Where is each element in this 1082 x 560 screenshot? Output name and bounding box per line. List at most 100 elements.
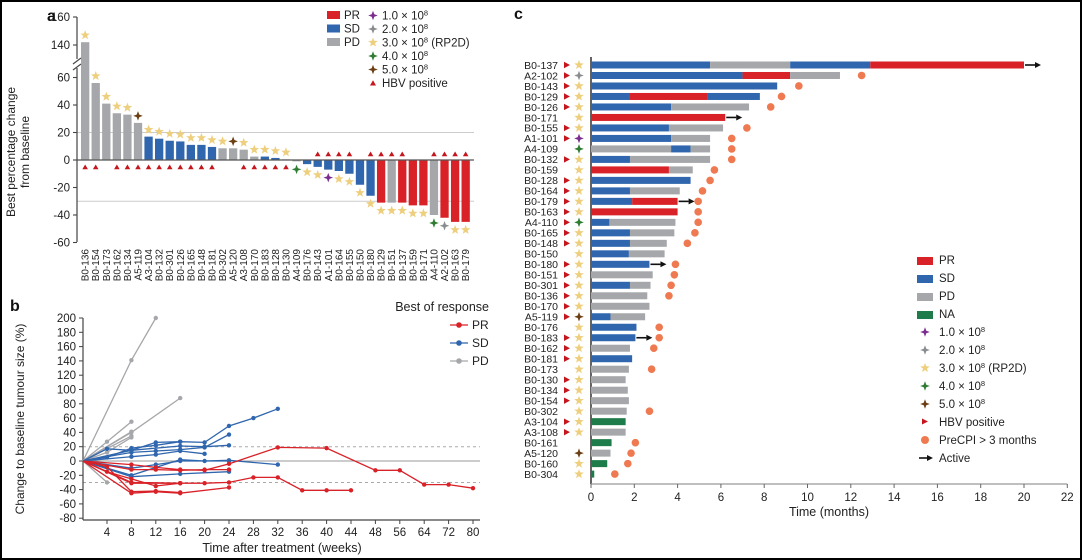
x-tick-label: 22 <box>1061 492 1074 504</box>
patient-label: B0-179 <box>524 196 558 208</box>
legend-label: HBV positive <box>382 78 448 90</box>
x-tick-label: 8 <box>761 492 767 504</box>
hbv-triangle-icon <box>564 428 570 436</box>
hbv-triangle-icon <box>177 164 184 170</box>
swimmer-bar-segment <box>591 92 630 100</box>
y-tick-label: 0 <box>64 155 70 167</box>
y-tick-label: -60 <box>59 499 76 511</box>
y-tick-label: -20 <box>59 470 76 482</box>
y-tick-label: 160 <box>51 12 70 24</box>
swimmer-bar-segment <box>591 218 610 226</box>
legend-label: 3.0 × 108 (RP2D) <box>939 361 1027 375</box>
y-tick-label: -80 <box>59 513 76 525</box>
dose-star-icon <box>574 122 584 132</box>
swimmer-bar-segment <box>591 313 611 321</box>
hbv-triangle-icon <box>564 229 570 237</box>
data-point <box>104 439 110 444</box>
dose-star-icon <box>207 134 217 144</box>
data-point <box>153 315 158 321</box>
x-tick-label: 10 <box>801 492 814 504</box>
x-tick-label: 72 <box>442 527 455 539</box>
swimmer-bar-segment <box>629 281 651 289</box>
waterfall-bar <box>302 160 312 165</box>
swimmer-bar-segment <box>591 281 630 289</box>
precpi-dot-icon <box>777 92 786 101</box>
waterfall-bar <box>387 160 396 203</box>
dose-star-icon <box>238 137 249 147</box>
dose-star-icon <box>574 395 584 405</box>
y-tick-label: 60 <box>57 73 70 85</box>
x-tick-label: 0 <box>588 492 594 504</box>
patient-label: B0-302 <box>218 249 229 282</box>
data-point <box>153 483 158 489</box>
waterfall-bar <box>154 138 164 160</box>
x-tick-label: 4 <box>674 492 681 504</box>
dose-star-icon <box>574 280 584 290</box>
patient-label: B0-154 <box>91 249 102 282</box>
legend-marker <box>456 322 462 328</box>
legend-label: PreCPI > 3 months <box>939 435 1037 447</box>
hbv-triangle-icon <box>346 151 353 157</box>
precpi-dot-icon <box>627 449 635 457</box>
hbv-triangle-icon <box>336 151 342 157</box>
precpi-dot-icon <box>743 124 751 132</box>
waterfall-bar <box>450 160 460 222</box>
hbv-triangle-icon <box>462 151 469 157</box>
hbv-triangle-icon <box>399 151 406 157</box>
hbv-triangle-icon <box>370 80 376 86</box>
patient-label: A3-104 <box>524 416 558 428</box>
patient-label: B0-128 <box>271 249 282 282</box>
hbv-triangle-icon <box>564 345 570 352</box>
x-tick-label: 12 <box>149 527 162 539</box>
patient-label: B0-160 <box>524 458 558 470</box>
patient-label: B0-163 <box>451 249 462 282</box>
x-tick-label: 44 <box>345 527 358 539</box>
dose-star-icon <box>574 81 584 90</box>
legend-swatch <box>917 311 933 319</box>
waterfall-bar <box>144 136 153 160</box>
x-tick-label: 8 <box>128 527 134 539</box>
hbv-triangle-icon <box>564 198 570 205</box>
legend-label: SD <box>344 24 360 36</box>
swimmer-bar-segment <box>632 197 678 205</box>
patient-label: B0-301 <box>165 249 176 282</box>
legend-swatch <box>917 275 933 283</box>
dose-star-icon <box>574 196 584 206</box>
dose-star-icon <box>574 60 584 69</box>
data-point <box>104 450 110 455</box>
hbv-triangle-icon <box>388 151 395 157</box>
dose-star-icon <box>355 187 365 197</box>
hbv-triangle-icon <box>922 418 928 425</box>
dose-star-icon <box>574 427 584 437</box>
panel-c-letter: c <box>514 6 523 23</box>
waterfall-bar <box>461 160 470 222</box>
hbv-triangle-icon <box>564 61 570 69</box>
y-tick-label: 80 <box>63 399 76 411</box>
dose-star-icon <box>368 37 378 47</box>
data-point <box>275 445 280 450</box>
data-point <box>202 467 207 472</box>
dose-star-icon <box>408 208 418 218</box>
data-point <box>202 444 207 449</box>
patient-label: A4-110 <box>525 217 558 229</box>
legend-label: PR <box>939 255 955 267</box>
precpi-dot-icon <box>683 239 692 248</box>
swimmer-bar-segment <box>591 229 630 237</box>
legend-label: HBV positive <box>939 417 1005 429</box>
waterfall-bar <box>165 140 174 160</box>
hbv-triangle-icon <box>124 164 131 170</box>
dose-star-icon <box>186 132 196 142</box>
legend-panel-b: Best of response PR SD PD <box>395 300 489 368</box>
y-tick-label: 140 <box>51 40 70 52</box>
swimmer-bar-segment <box>671 134 711 142</box>
patient-label: B0-176 <box>303 249 314 282</box>
swimmer-bar-segment <box>591 323 637 331</box>
swimmer-bar-segment <box>591 113 726 121</box>
dose-star-icon <box>574 322 584 332</box>
patient-label: A3-104 <box>144 249 155 282</box>
patient-label: B0-170 <box>524 301 558 313</box>
dose-star-icon <box>574 269 584 279</box>
active-arrow-icon <box>736 114 743 121</box>
hbv-triangle-icon <box>367 151 374 157</box>
waterfall-bar <box>112 113 122 160</box>
